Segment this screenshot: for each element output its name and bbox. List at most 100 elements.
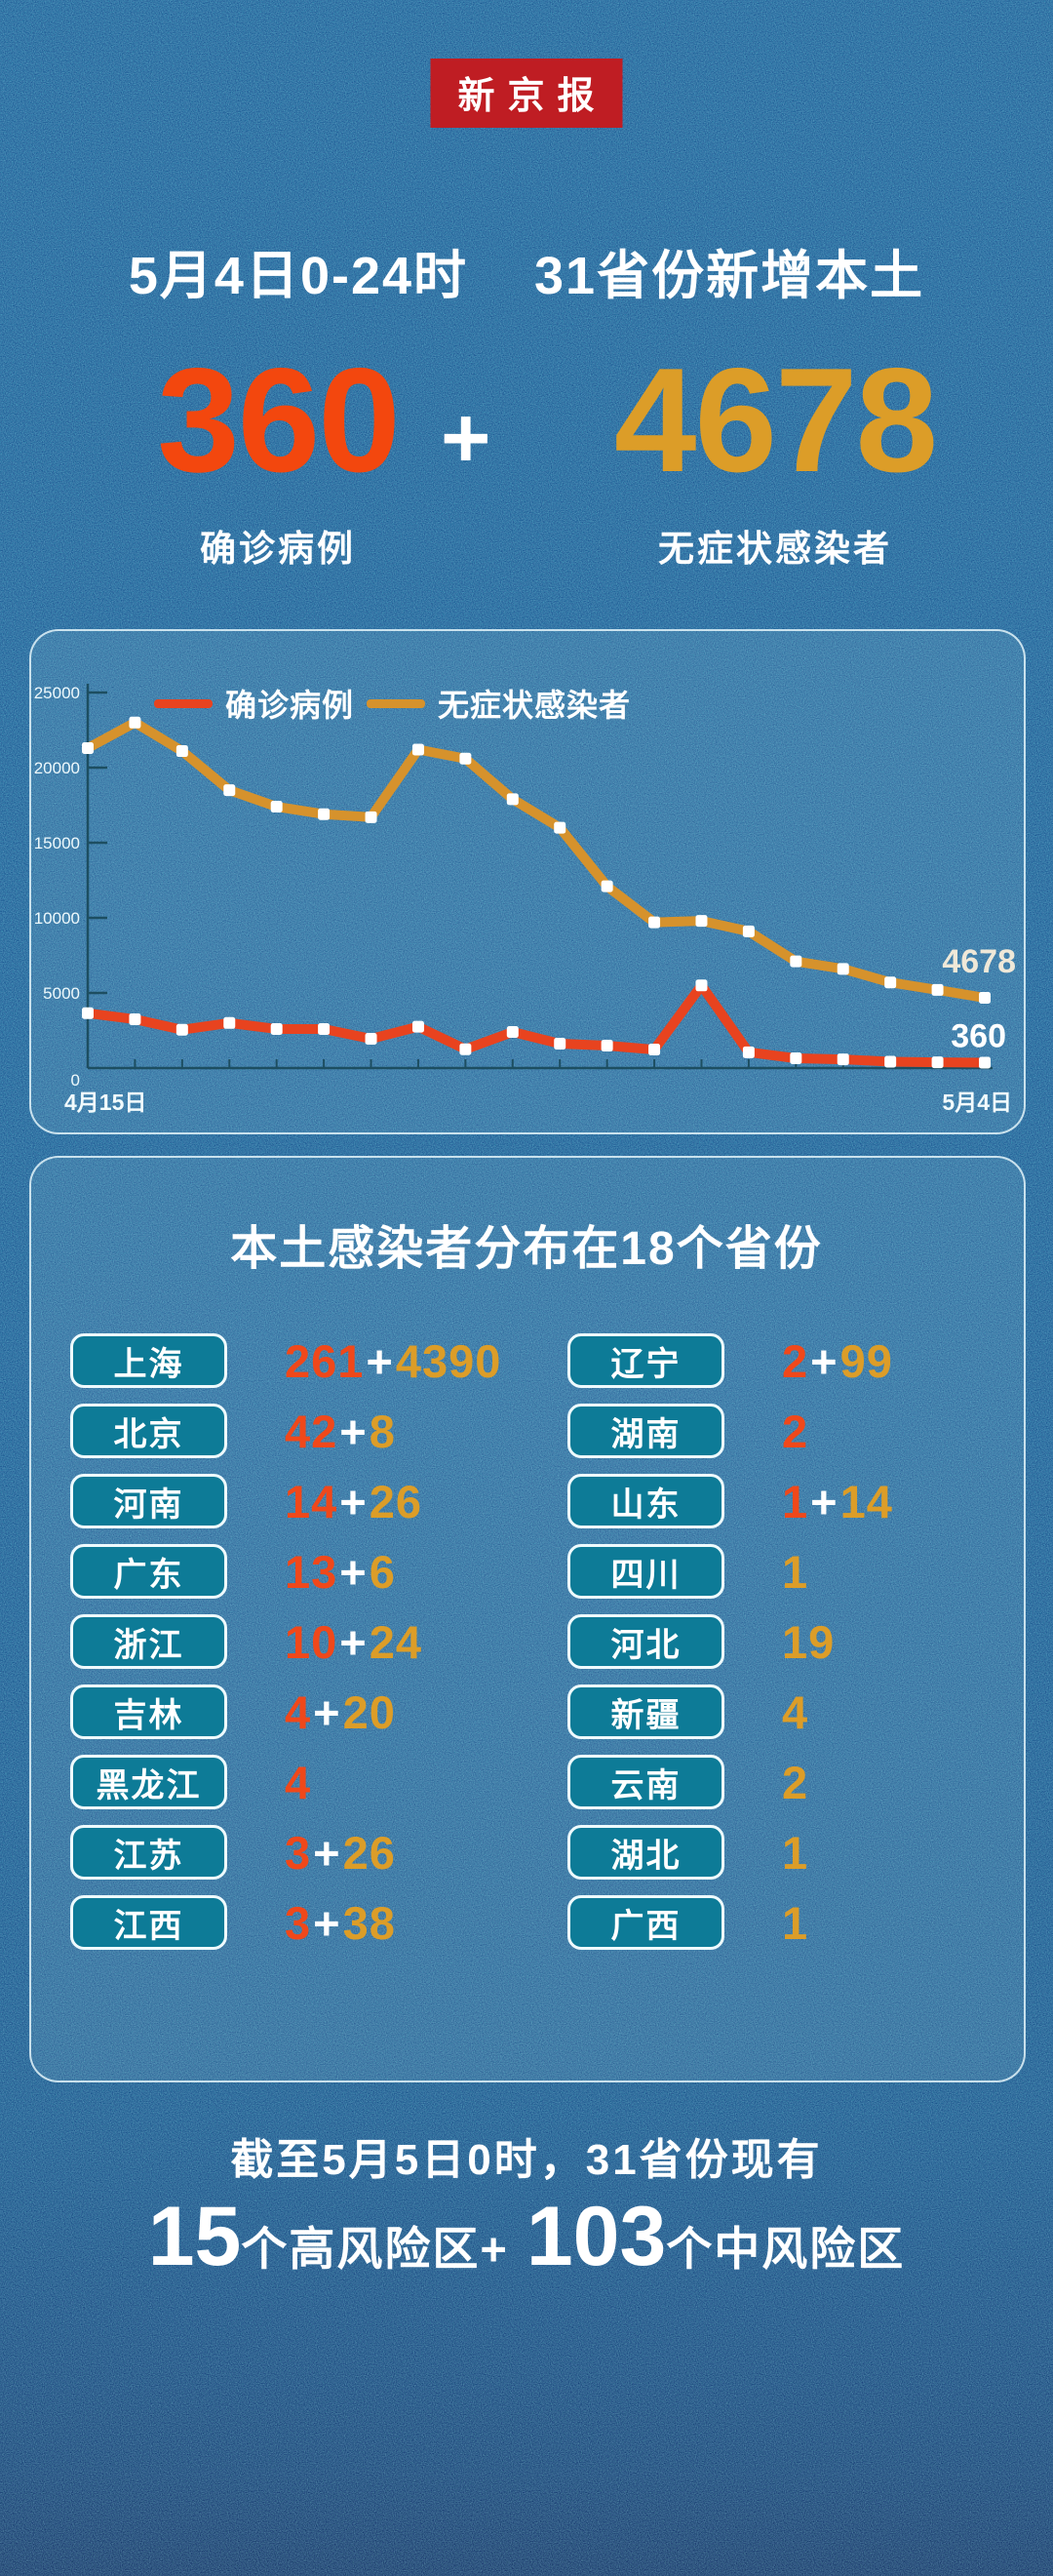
- plus-sign: +: [339, 1615, 368, 1668]
- asymptomatic-total-block: 4678 无症状感染者: [583, 337, 967, 572]
- plus-sign: +: [366, 1334, 394, 1387]
- mid-risk-label: 个中风险区: [666, 2223, 906, 2275]
- province-pill: 湖南: [567, 1404, 724, 1458]
- province-values: 3+38: [285, 1896, 396, 1950]
- plus-sign: +: [313, 1826, 341, 1879]
- province-row: 广西 1: [567, 1895, 1053, 1950]
- data-point-marker: [695, 915, 708, 928]
- data-point-marker: [223, 784, 236, 797]
- province-values: 2+99: [782, 1334, 893, 1388]
- province-row: 河北 19: [567, 1614, 1053, 1669]
- data-point-marker: [648, 1044, 661, 1056]
- plus-sign: +: [441, 389, 491, 486]
- asymptomatic-count: 20: [342, 1685, 396, 1738]
- asymptomatic-count: 8: [369, 1405, 396, 1457]
- province-pill: 河北: [567, 1614, 724, 1669]
- x-end-label: 5月4日: [942, 1090, 1012, 1115]
- data-point-marker: [459, 752, 472, 765]
- legend-confirmed-label: 确诊病例: [225, 688, 355, 723]
- province-row: 广东 13+6: [70, 1544, 558, 1599]
- trend-line-chart: 0 5000 10000 15000 20000 25000 4月15日 5月4日 360 467…: [34, 684, 1016, 1115]
- province-row: 湖南 2: [567, 1404, 1053, 1458]
- plus-sign: +: [313, 1685, 341, 1738]
- confirmed-count: 4: [285, 1685, 312, 1738]
- data-point-marker: [979, 1056, 991, 1069]
- province-row: 吉林 4+20: [70, 1684, 558, 1739]
- data-point-marker: [837, 963, 849, 975]
- province-pill: 四川: [567, 1544, 724, 1599]
- province-values: 19: [782, 1615, 835, 1669]
- asymptomatic-total-label: 无症状感染者: [658, 529, 892, 569]
- data-point-marker: [411, 1020, 424, 1033]
- data-point-marker: [365, 811, 377, 823]
- chart-legend: 确诊病例 无症状感染者: [154, 681, 631, 726]
- data-point-marker: [82, 741, 94, 754]
- province-row: 江苏 3+26: [70, 1825, 558, 1880]
- province-column-left: 上海 261+4390 北京 42+8 河南 14+26 广东 13+6 浙江 10+24 吉林 4+…: [70, 1333, 558, 1965]
- trend-chart-panel: [29, 629, 1026, 1134]
- asymptomatic-count: 19: [782, 1615, 836, 1668]
- asymptomatic-count: 99: [839, 1334, 893, 1387]
- y-tick-label: 15000: [34, 834, 80, 852]
- province-pill: 上海: [70, 1333, 227, 1388]
- province-pill: 广东: [70, 1544, 227, 1599]
- plus-sign: +: [339, 1475, 368, 1527]
- confirmed-count: 261: [285, 1334, 365, 1387]
- confirmed-count: 14: [285, 1475, 338, 1527]
- province-values: 13+6: [285, 1545, 396, 1599]
- data-point-marker: [742, 925, 755, 937]
- confirmed-total-block: 360 确诊病例: [107, 346, 448, 572]
- province-row: 新疆 4: [567, 1684, 1053, 1739]
- confirmed-count: 4: [285, 1756, 312, 1808]
- province-values: 1: [782, 1896, 808, 1950]
- confirmed-count: 3: [285, 1896, 312, 1949]
- province-values: 1+14: [782, 1475, 893, 1528]
- data-point-marker: [270, 1022, 283, 1035]
- confirmed-count: 2: [782, 1334, 809, 1387]
- province-row: 云南 2: [567, 1755, 1053, 1809]
- asymptomatic-count: 1: [782, 1545, 809, 1598]
- province-row: 黑龙江 4: [70, 1755, 558, 1809]
- data-point-marker: [554, 821, 566, 834]
- high-risk-count: 15: [147, 2190, 242, 2283]
- province-values: 2: [782, 1756, 808, 1809]
- confirmed-count: 42: [285, 1405, 338, 1457]
- province-values: 1: [782, 1545, 808, 1599]
- data-point-marker: [648, 916, 661, 929]
- data-point-marker: [365, 1032, 377, 1045]
- data-point-marker: [931, 1056, 944, 1069]
- province-pill: 北京: [70, 1404, 227, 1458]
- province-values: 10+24: [285, 1615, 422, 1669]
- data-point-marker: [270, 801, 283, 813]
- data-point-marker: [318, 1022, 331, 1035]
- data-point-marker: [790, 955, 802, 968]
- province-values: 3+26: [285, 1826, 396, 1880]
- plus-sign: +: [313, 1896, 341, 1949]
- asymptomatic-total-value: 4678: [613, 337, 938, 503]
- province-pill: 河南: [70, 1474, 227, 1528]
- data-point-marker: [695, 979, 708, 992]
- data-point-marker: [931, 983, 944, 996]
- data-point-marker: [884, 1055, 897, 1068]
- province-pill: 黑龙江: [70, 1755, 227, 1809]
- province-values: 4+20: [285, 1685, 396, 1739]
- data-point-marker: [837, 1053, 849, 1066]
- data-point-marker: [601, 1040, 613, 1052]
- plus-sign: +: [810, 1334, 838, 1387]
- province-pill: 广西: [567, 1895, 724, 1950]
- confirmed-count: 10: [285, 1615, 338, 1668]
- asymptomatic-end-label: 4678: [942, 943, 1016, 980]
- table-title: 本土感染者分布在18个省份: [230, 1223, 823, 1275]
- province-row: 湖北 1: [567, 1825, 1053, 1880]
- asymptomatic-count: 1: [782, 1826, 809, 1879]
- asymptomatic-count: 6: [369, 1545, 396, 1598]
- province-pill: 云南: [567, 1755, 724, 1809]
- province-row: 辽宁 2+99: [567, 1333, 1053, 1388]
- province-values: 14+26: [285, 1475, 422, 1528]
- plus-sign: +: [339, 1405, 368, 1457]
- data-point-marker: [554, 1038, 566, 1050]
- province-values: 4: [285, 1756, 311, 1809]
- asymptomatic-count: 1: [782, 1896, 809, 1949]
